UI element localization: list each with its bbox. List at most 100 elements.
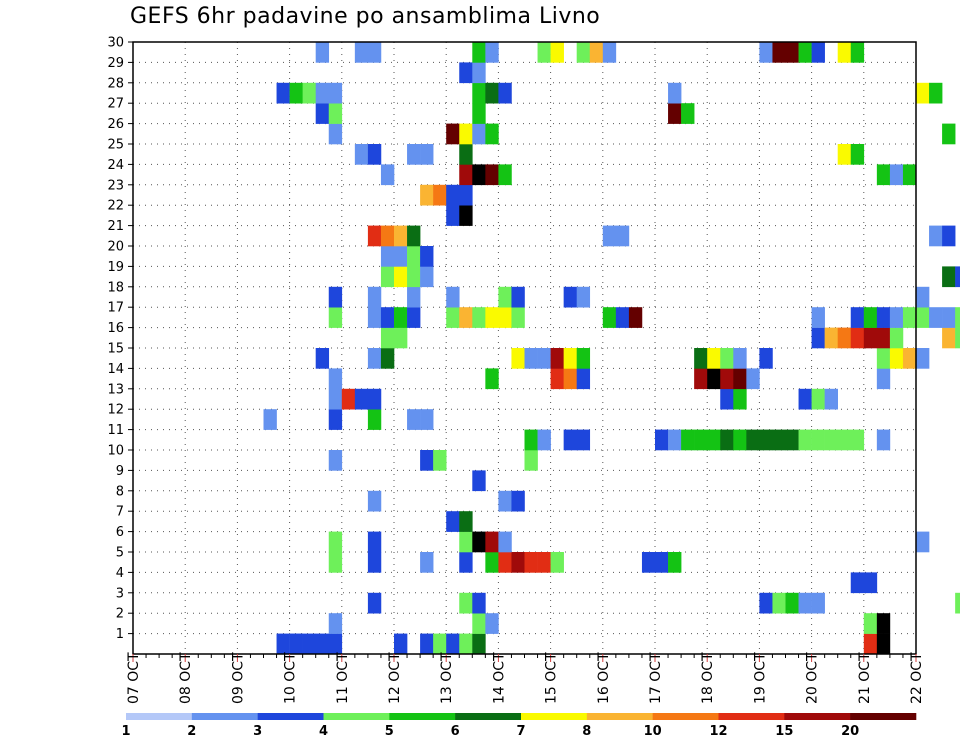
precip-cell (459, 531, 473, 553)
precip-cell (694, 429, 708, 451)
precip-cell (459, 62, 473, 84)
precip-cell (420, 450, 434, 471)
precip-cell (472, 531, 486, 553)
y-tick-label: 4 (116, 566, 124, 581)
precip-cell (615, 307, 630, 328)
colorbar-label: 5 (385, 724, 394, 739)
colorbar-label: 2 (187, 724, 196, 739)
precip-cell (420, 266, 434, 288)
precip-cell (837, 327, 852, 349)
precip-cell (511, 307, 525, 328)
precip-cell (315, 633, 330, 655)
colorbar-label: 10 (644, 724, 662, 739)
y-tick-label: 22 (107, 199, 124, 214)
precip-cell (811, 429, 825, 451)
precip-cell (394, 327, 408, 349)
colorbar-label: 8 (582, 724, 591, 739)
precip-cell (367, 531, 382, 553)
precip-cell (955, 592, 960, 614)
precip-cell (459, 123, 473, 145)
precip-cell (681, 103, 695, 124)
precip-cell (485, 368, 499, 390)
precip-cell (850, 572, 865, 594)
precip-cell (733, 368, 747, 390)
precip-cell (485, 613, 499, 634)
precip-cell (394, 307, 408, 328)
precip-cell (380, 327, 395, 349)
precip-cell (537, 429, 551, 451)
colorbar-label: 20 (841, 724, 859, 739)
y-tick-label: 2 (116, 607, 124, 622)
y-tick-label: 30 (107, 36, 124, 51)
precip-cell (563, 348, 577, 369)
precip-cell (524, 552, 538, 573)
y-tick-label: 28 (107, 76, 124, 91)
y-tick-label: 17 (107, 301, 124, 316)
precip-cell (537, 348, 551, 369)
precip-cell (394, 225, 408, 247)
colorbar-label: 12 (709, 724, 727, 739)
precip-cell (902, 307, 917, 328)
precip-cell (341, 388, 356, 410)
precip-cell (720, 429, 734, 451)
x-tick-label: 08 OCT (178, 652, 194, 704)
precip-cell (889, 348, 904, 369)
precip-cell (876, 348, 891, 369)
precip-cell (472, 42, 486, 63)
precip-cell (955, 266, 960, 288)
precip-cell (746, 429, 760, 451)
precip-cell (524, 348, 538, 369)
precip-cell (563, 429, 577, 451)
precip-cell (942, 307, 956, 328)
precip-cell (420, 184, 434, 206)
precip-cell (550, 552, 564, 573)
precip-cell (328, 368, 343, 390)
precip-cell (916, 307, 930, 328)
precip-cell (576, 348, 591, 369)
precip-cell (824, 429, 838, 451)
colorbar-swatch (389, 713, 456, 720)
precip-cell (837, 429, 852, 451)
precip-cell (942, 225, 956, 247)
precip-cell (328, 388, 343, 410)
precip-cell (615, 225, 630, 247)
precip-cell (380, 246, 395, 267)
precip-cell (498, 531, 512, 553)
precip-cell (472, 633, 486, 655)
precip-cell (472, 470, 486, 492)
precip-cell (811, 42, 825, 63)
precip-cell (759, 429, 773, 451)
y-tick-label: 13 (107, 382, 124, 397)
precip-cell (446, 184, 460, 206)
colorbar-swatch (521, 713, 588, 720)
precip-cell (889, 327, 904, 349)
precip-cell (276, 82, 290, 104)
x-tick-label: 19 OCT (752, 652, 768, 704)
colorbar-legend: 1 2 3 4 5 6 7 8 10 12 15 20 (121, 713, 917, 739)
y-tick-label: 6 (116, 525, 124, 540)
precip-cell (811, 388, 825, 410)
precip-cell (328, 613, 343, 634)
precip-cell (876, 429, 891, 451)
x-tick-label: 22 OCT (909, 652, 925, 704)
precip-cell (628, 307, 643, 328)
precip-cell (407, 144, 421, 165)
precip-cell (668, 103, 682, 124)
x-tick-label: 20 OCT (805, 652, 821, 704)
precip-cell (955, 307, 960, 328)
precip-cell (850, 42, 865, 63)
precip-cell (420, 552, 434, 573)
precip-cell (459, 633, 473, 655)
y-tick-label: 29 (107, 56, 124, 71)
precip-cell (811, 307, 825, 328)
precip-cell (889, 164, 904, 186)
precip-cell (916, 82, 930, 104)
precip-cell (576, 368, 591, 390)
precip-cell (433, 633, 447, 655)
precip-cell (876, 613, 891, 634)
precip-cell (354, 144, 369, 165)
x-tick-label: 11 OCT (335, 652, 351, 704)
y-tick-label: 25 (107, 138, 124, 153)
precip-cell (916, 531, 930, 553)
precip-cell (459, 144, 473, 165)
